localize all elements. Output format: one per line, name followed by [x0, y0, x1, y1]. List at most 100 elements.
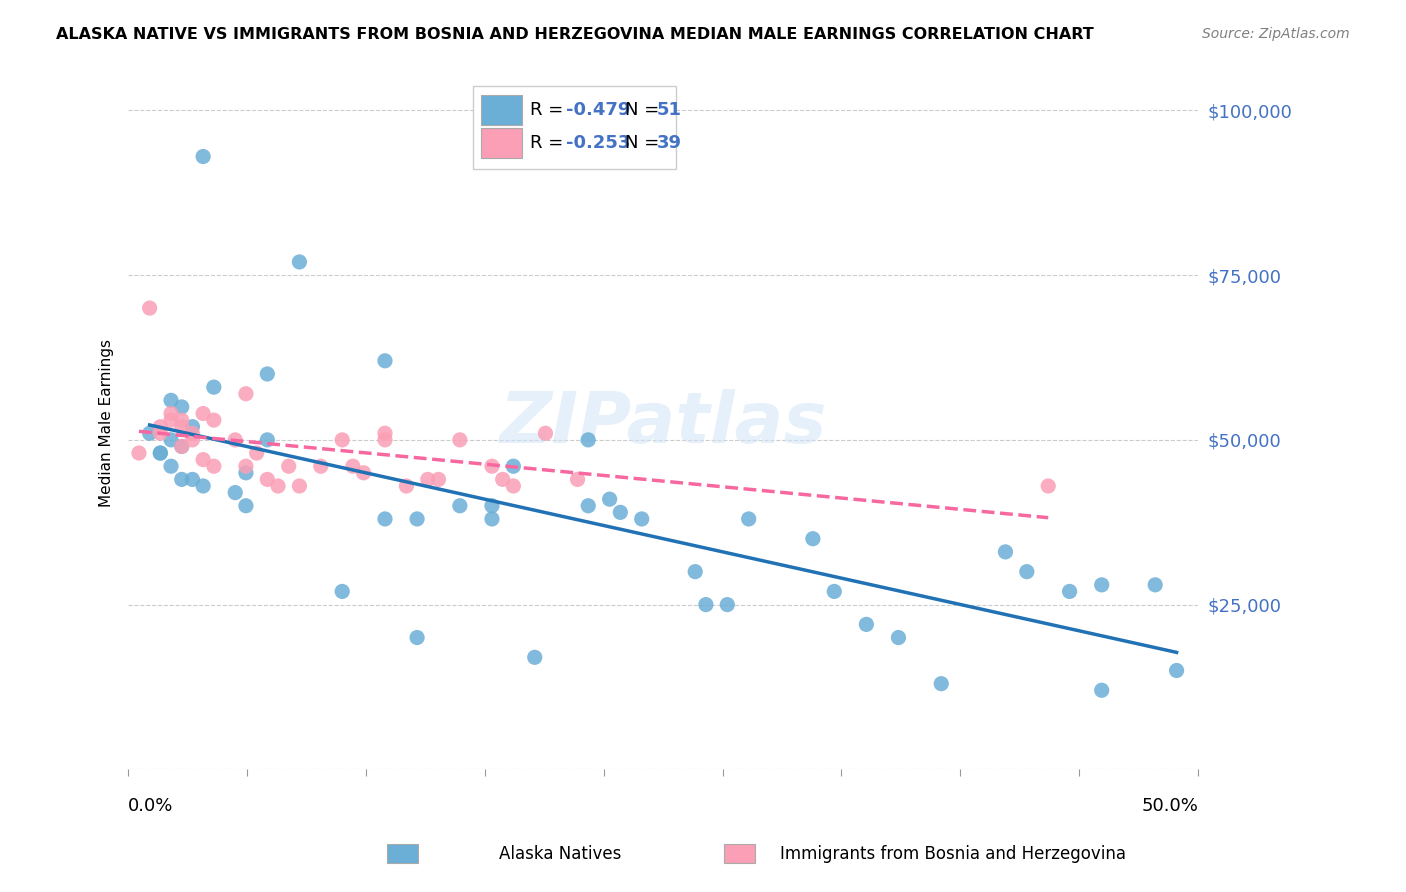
Text: ZIPatlas: ZIPatlas [499, 389, 827, 458]
Point [235, 386, 257, 401]
Point [181, 472, 204, 486]
Point [576, 433, 599, 447]
Point [202, 380, 225, 394]
Point [630, 512, 652, 526]
Point [191, 452, 214, 467]
Point [481, 512, 503, 526]
Point [309, 459, 332, 474]
Point [416, 472, 439, 486]
Point [202, 413, 225, 427]
Point [160, 393, 183, 408]
Point [1059, 584, 1081, 599]
Point [256, 367, 278, 381]
Point [801, 532, 824, 546]
Point [330, 584, 353, 599]
Point [502, 459, 524, 474]
Point [224, 433, 246, 447]
Point [181, 419, 204, 434]
Text: Alaska Natives: Alaska Natives [499, 845, 621, 863]
Point [1038, 479, 1060, 493]
FancyBboxPatch shape [472, 87, 676, 169]
Point [737, 512, 759, 526]
Point [170, 440, 193, 454]
Point [128, 446, 150, 460]
Point [716, 598, 738, 612]
Point [353, 466, 375, 480]
Point [427, 472, 450, 486]
Text: 51: 51 [657, 101, 682, 119]
Point [170, 440, 193, 454]
Point [1144, 578, 1167, 592]
Point [256, 472, 278, 486]
Point [523, 650, 546, 665]
Point [449, 433, 471, 447]
Point [160, 433, 183, 447]
Bar [481, 128, 522, 159]
Point [534, 426, 557, 441]
Point [267, 479, 290, 493]
Point [235, 466, 257, 480]
Point [374, 433, 396, 447]
Bar [387, 844, 418, 863]
Point [609, 505, 631, 519]
Point [224, 485, 246, 500]
Point [170, 419, 193, 434]
Point [246, 446, 269, 460]
Point [887, 631, 910, 645]
Point [823, 584, 845, 599]
Point [994, 545, 1017, 559]
Point [855, 617, 877, 632]
Text: -0.253: -0.253 [565, 134, 630, 153]
Bar [481, 95, 522, 125]
Point [149, 446, 172, 460]
Point [683, 565, 706, 579]
Point [1166, 664, 1188, 678]
Point [160, 407, 183, 421]
Point [567, 472, 589, 486]
Point [481, 499, 503, 513]
Text: N =: N = [624, 134, 665, 153]
Point [374, 353, 396, 368]
Point [202, 459, 225, 474]
Text: -0.479: -0.479 [565, 101, 630, 119]
Point [191, 149, 214, 163]
Point [406, 512, 429, 526]
Point [374, 426, 396, 441]
Point [170, 400, 193, 414]
Point [235, 459, 257, 474]
Text: 0.0%: 0.0% [128, 797, 173, 815]
Point [170, 472, 193, 486]
Text: 39: 39 [657, 134, 682, 153]
Point [170, 413, 193, 427]
Point [492, 472, 515, 486]
Point [481, 459, 503, 474]
Point [138, 301, 160, 315]
Point [277, 459, 299, 474]
Text: ALASKA NATIVE VS IMMIGRANTS FROM BOSNIA AND HERZEGOVINA MEDIAN MALE EARNINGS COR: ALASKA NATIVE VS IMMIGRANTS FROM BOSNIA … [56, 27, 1094, 42]
Point [449, 499, 471, 513]
Bar [724, 844, 755, 863]
Point [235, 499, 257, 513]
Point [374, 512, 396, 526]
Point [160, 459, 183, 474]
Point [576, 499, 599, 513]
Point [149, 426, 172, 441]
Point [1015, 565, 1038, 579]
Text: R =: R = [530, 101, 569, 119]
Point [599, 492, 621, 507]
Point [181, 433, 204, 447]
Point [1091, 683, 1114, 698]
Point [929, 676, 952, 690]
Point [395, 479, 418, 493]
Text: 50.0%: 50.0% [1142, 797, 1198, 815]
Point [502, 479, 524, 493]
Point [149, 419, 172, 434]
Point [288, 479, 311, 493]
Point [138, 426, 160, 441]
Point [288, 255, 311, 269]
Point [181, 426, 204, 441]
Text: Immigrants from Bosnia and Herzegovina: Immigrants from Bosnia and Herzegovina [780, 845, 1126, 863]
Text: R =: R = [530, 134, 569, 153]
Text: N =: N = [624, 101, 665, 119]
Point [256, 433, 278, 447]
